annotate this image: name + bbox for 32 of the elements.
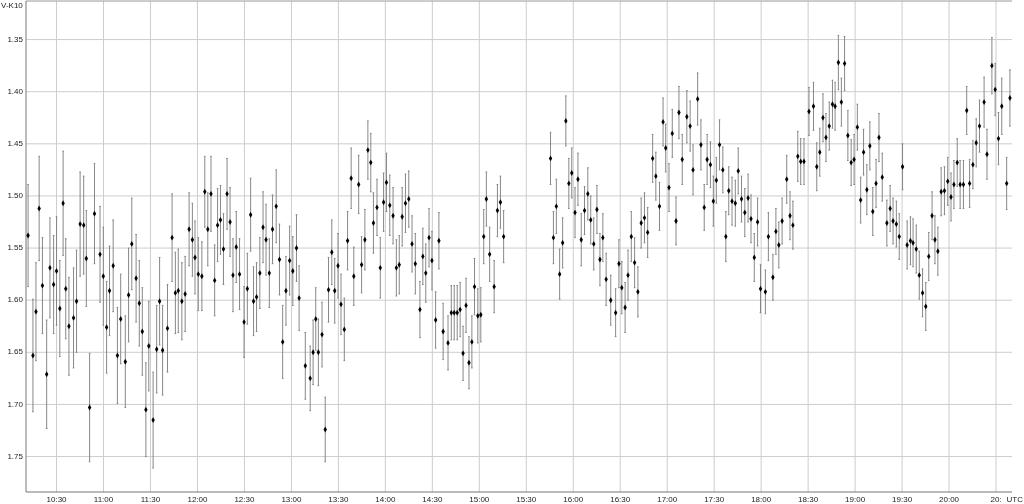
x-tick-label: 14:30 <box>422 495 443 504</box>
x-tick-label: 12:30 <box>234 495 255 504</box>
x-tick-label: 19:30 <box>892 495 913 504</box>
x-tick-label: 19:00 <box>845 495 866 504</box>
x-tick-label: 10:30 <box>46 495 68 504</box>
x-tick-label: 16:00 <box>563 495 584 504</box>
y-tick-label: 1.40 <box>7 86 24 96</box>
y-tick-label: 1.35 <box>7 34 24 44</box>
y-tick-label: 1.75 <box>7 451 24 461</box>
x-tick-label: 13:00 <box>281 495 302 504</box>
y-tick-label: 1.50 <box>7 191 24 201</box>
x-tick-label: 14:00 <box>375 495 396 504</box>
y-tick-label: 1.70 <box>7 399 24 409</box>
y-axis-title: V-K10 <box>1 1 24 10</box>
x-tick-label: 18:30 <box>798 495 819 504</box>
y-tick-label: 1.45 <box>7 138 24 148</box>
y-tick-label: 1.65 <box>7 347 24 357</box>
x-tick-label: 18:00 <box>751 495 772 504</box>
y-tick-label: 1.55 <box>7 243 24 253</box>
x-tick-label: 15:30 <box>516 495 537 504</box>
x-tick-label: 16:30 <box>610 495 631 504</box>
x-tick-label: 17:30 <box>704 495 725 504</box>
x-tick-label: 11:00 <box>93 495 114 504</box>
x-tick-label: 11:30 <box>140 495 161 504</box>
x-tick-label: 20:00 <box>939 495 960 504</box>
x-tick-label: 13:30 <box>328 495 349 504</box>
x-axis-title: UTC <box>1006 495 1024 504</box>
x-tick-label: 17:00 <box>657 495 678 504</box>
y-tick-label: 1.60 <box>7 295 24 305</box>
x-tick-label: 20: <box>990 495 1002 504</box>
x-tick-label: 12:00 <box>187 495 209 504</box>
x-tick-label: 15:00 <box>469 495 490 504</box>
